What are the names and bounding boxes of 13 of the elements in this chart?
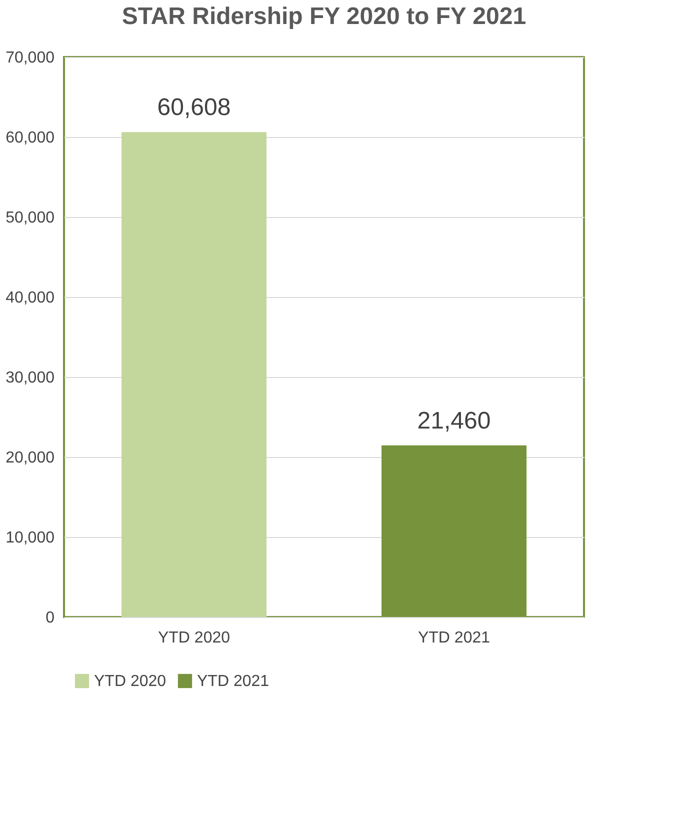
- y-tick-label: 30,000: [6, 370, 55, 386]
- data-label: 21,460: [417, 407, 491, 434]
- y-tick-label: 40,000: [6, 290, 55, 306]
- y-tick-label: 10,000: [6, 530, 55, 546]
- y-tick-label: 20,000: [6, 450, 55, 466]
- y-tick-label: 50,000: [6, 210, 55, 226]
- legend-label: YTD 2021: [197, 673, 270, 690]
- y-tick-label: 0: [46, 610, 55, 626]
- y-tick-label: 60,000: [6, 130, 55, 146]
- legend-label: YTD 2020: [94, 673, 166, 690]
- chart-title: STAR Ridership FY 2020 to FY 2021: [122, 3, 526, 30]
- data-label: 60,608: [157, 94, 231, 122]
- y-tick-label: 70,000: [6, 50, 55, 66]
